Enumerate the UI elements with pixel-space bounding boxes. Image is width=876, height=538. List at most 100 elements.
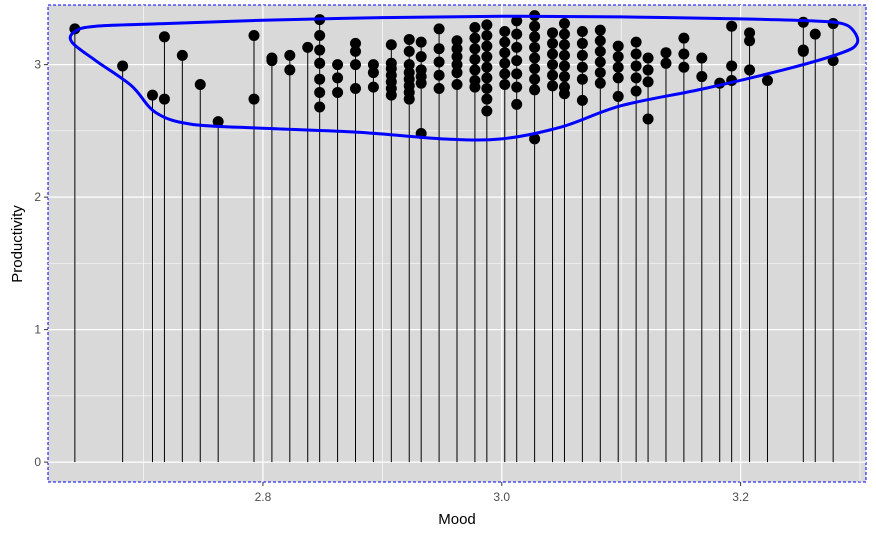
data-point: [212, 116, 224, 128]
data-point: [194, 79, 206, 90]
data-point: [117, 60, 129, 72]
data-point: [678, 32, 690, 44]
data-point: [594, 45, 606, 57]
data-point: [511, 15, 523, 27]
data-point: [433, 56, 445, 68]
data-point: [349, 82, 361, 94]
data-point: [332, 86, 344, 98]
data-point: [248, 29, 260, 41]
data-point: [469, 22, 481, 34]
data-point: [415, 77, 427, 89]
data-point: [630, 48, 642, 60]
data-point: [415, 51, 427, 63]
data-point: [529, 133, 541, 145]
data-point: [481, 105, 493, 117]
data-point: [529, 63, 541, 75]
data-point: [385, 39, 397, 51]
data-point: [612, 90, 624, 102]
data-point: [612, 51, 624, 63]
data-point: [451, 67, 463, 79]
data-point: [558, 60, 570, 72]
data-point: [481, 72, 493, 84]
data-point: [612, 61, 624, 73]
data-point: [547, 69, 559, 81]
data-point: [558, 18, 570, 30]
data-point: [314, 101, 326, 113]
data-point: [660, 57, 672, 69]
data-point: [761, 75, 773, 87]
data-point: [558, 39, 570, 51]
data-point: [314, 44, 326, 56]
y-tick-label: 3: [34, 58, 41, 72]
data-point: [367, 59, 379, 71]
data-point: [511, 98, 523, 110]
data-point: [529, 52, 541, 64]
data-point: [349, 37, 361, 49]
data-point: [511, 81, 523, 93]
data-point: [469, 81, 481, 93]
y-tick-label: 2: [34, 190, 41, 204]
data-point: [451, 35, 463, 47]
data-point: [146, 89, 158, 101]
data-point: [385, 89, 397, 101]
data-point: [511, 68, 523, 80]
data-point: [797, 16, 809, 28]
data-point: [612, 40, 624, 52]
data-point: [469, 64, 481, 76]
data-point: [726, 20, 738, 32]
data-point: [612, 72, 624, 84]
data-point: [642, 64, 654, 76]
data-point: [547, 37, 559, 49]
data-point: [469, 43, 481, 55]
data-point: [367, 81, 379, 93]
data-point: [302, 41, 314, 53]
data-point: [558, 28, 570, 40]
data-point: [529, 31, 541, 43]
data-point: [266, 55, 278, 67]
data-point: [284, 64, 296, 76]
data-point: [367, 67, 379, 79]
data-point: [314, 73, 326, 85]
data-point: [403, 45, 415, 57]
data-point: [529, 84, 541, 96]
data-point: [332, 72, 344, 84]
y-axis-title: Productivity: [9, 205, 26, 283]
data-point: [576, 61, 588, 73]
data-point: [744, 64, 756, 76]
data-point: [481, 61, 493, 73]
data-point: [433, 82, 445, 94]
data-point: [158, 31, 170, 43]
data-point: [547, 27, 559, 39]
data-point: [451, 79, 463, 90]
data-point: [481, 29, 493, 41]
data-point: [511, 28, 523, 40]
data-point: [529, 20, 541, 32]
data-point: [576, 37, 588, 49]
data-point: [481, 40, 493, 52]
data-point: [744, 27, 756, 39]
data-point: [594, 35, 606, 47]
data-point: [630, 36, 642, 48]
data-point: [594, 67, 606, 79]
data-point: [403, 33, 415, 45]
data-point: [314, 57, 326, 69]
data-point: [481, 51, 493, 63]
data-point: [349, 59, 361, 71]
data-point: [576, 94, 588, 106]
data-point: [630, 72, 642, 84]
data-point: [594, 56, 606, 68]
data-point: [529, 73, 541, 85]
data-point: [547, 59, 559, 71]
data-point: [630, 60, 642, 72]
data-point: [433, 23, 445, 35]
data-point: [349, 45, 361, 57]
data-point: [642, 113, 654, 125]
data-point: [660, 47, 672, 59]
data-point: [594, 77, 606, 89]
data-point: [594, 24, 606, 36]
data-point: [576, 49, 588, 61]
data-point: [451, 43, 463, 55]
data-point: [809, 28, 821, 40]
data-point: [642, 52, 654, 64]
data-point: [481, 19, 493, 31]
